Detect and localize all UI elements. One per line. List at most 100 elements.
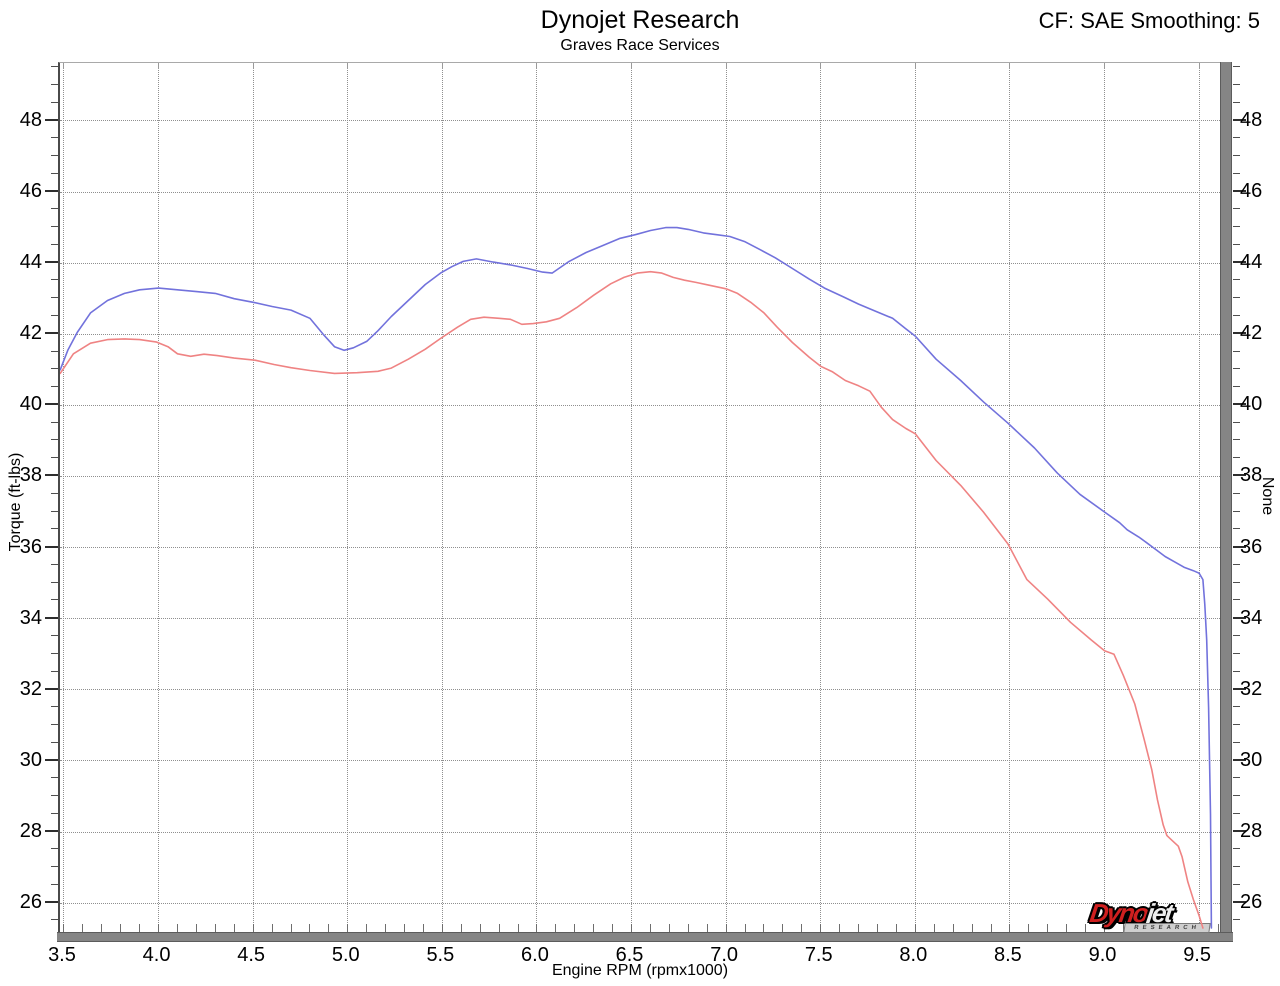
x-axis-minor-tick xyxy=(649,924,651,933)
x-axis-minor-tick xyxy=(668,924,670,933)
x-axis-minor-tick xyxy=(895,924,897,933)
y-axis-tick-label-left: 44 xyxy=(19,251,42,274)
gridline-v xyxy=(63,63,65,933)
y-axis-tick-label-right: 36 xyxy=(1240,535,1263,558)
y-axis-tick-label-right: 46 xyxy=(1240,180,1263,203)
gridline-v xyxy=(820,63,822,933)
x-axis-minor-tick xyxy=(214,924,216,933)
x-axis-top-tick xyxy=(914,63,916,69)
x-axis-minor-tick xyxy=(195,924,197,933)
y-axis-tick-label-left: 46 xyxy=(19,180,42,203)
gridline-h xyxy=(60,618,1222,620)
x-axis-minor-tick xyxy=(536,924,538,933)
y-axis-minor-tick-left xyxy=(51,670,58,672)
gridline-v xyxy=(1009,63,1011,933)
gridline-h xyxy=(60,760,1222,762)
x-axis-tick-label: 4.5 xyxy=(237,944,266,966)
x-axis-minor-tick xyxy=(517,924,519,933)
x-axis-minor-tick xyxy=(290,924,292,933)
y-axis-minor-tick-right xyxy=(1233,457,1240,459)
y-axis-minor-tick-left xyxy=(51,226,58,228)
x-axis-minor-tick xyxy=(933,924,935,933)
x-axis-minor-tick xyxy=(555,924,557,933)
y-axis-tick-right xyxy=(1233,261,1246,264)
y-axis-minor-tick-left xyxy=(51,866,58,868)
y-axis-minor-tick-right xyxy=(1233,812,1240,814)
y-axis-minor-tick-right xyxy=(1233,723,1240,725)
x-axis-minor-tick xyxy=(347,924,349,933)
y-axis-minor-tick-right xyxy=(1233,297,1240,299)
y-axis-tick-left xyxy=(45,758,58,761)
y-axis-minor-tick-left xyxy=(51,421,58,423)
y-axis-minor-tick-left xyxy=(51,101,58,103)
y-axis-minor-tick-left xyxy=(51,652,58,654)
gridline-v xyxy=(347,63,349,933)
gridline-h xyxy=(60,120,1222,122)
y-axis-tick-label-left: 34 xyxy=(19,606,42,629)
x-axis-minor-tick xyxy=(63,924,65,933)
y-axis-tick-left xyxy=(45,403,58,406)
y-axis-tick-label-left: 30 xyxy=(19,748,42,771)
y-axis-minor-tick-left xyxy=(51,599,58,601)
x-axis-minor-tick xyxy=(176,924,178,933)
y-axis-minor-tick-right xyxy=(1233,866,1240,868)
y-axis-minor-tick-left xyxy=(51,777,58,779)
y-axis-minor-tick-right xyxy=(1233,741,1240,743)
x-axis-tick-label: 7.0 xyxy=(710,944,739,966)
x-axis-top-tick xyxy=(536,63,538,69)
x-axis-minor-tick xyxy=(858,924,860,933)
y-axis-tick-label-right: 26 xyxy=(1240,891,1263,914)
x-axis-minor-tick xyxy=(404,924,405,933)
y-axis-minor-tick-left xyxy=(51,172,58,174)
gridline-v xyxy=(158,63,160,933)
y-axis-tick-left xyxy=(45,830,58,833)
x-axis-minor-tick xyxy=(971,924,973,933)
right-axis-wall xyxy=(1220,62,1232,942)
y-axis-minor-tick-right xyxy=(1233,439,1240,441)
y-axis-tick-label-right: 34 xyxy=(1240,606,1263,629)
x-axis-minor-tick xyxy=(1009,924,1011,933)
y-axis-minor-tick-left xyxy=(51,314,58,316)
x-axis-minor-tick xyxy=(309,924,311,933)
y-axis-minor-tick-left xyxy=(51,83,58,85)
y-axis-tick-right xyxy=(1233,687,1246,690)
y-axis-minor-tick-left xyxy=(51,492,58,494)
x-axis-minor-tick xyxy=(498,924,500,933)
y-axis-tick-label-right: 30 xyxy=(1240,748,1263,771)
x-axis-top-tick xyxy=(631,63,633,69)
y-axis-tick-left xyxy=(45,332,58,335)
x-axis-minor-tick xyxy=(139,924,141,933)
y-axis-tick-left xyxy=(45,118,58,121)
x-axis-minor-tick xyxy=(158,924,160,933)
y-axis-minor-tick-right xyxy=(1233,386,1240,388)
y-axis-minor-tick-left xyxy=(51,794,58,796)
x-axis-minor-tick xyxy=(574,924,576,933)
x-axis-minor-tick xyxy=(252,924,254,933)
y-axis-minor-tick-right xyxy=(1233,652,1240,654)
y-axis-minor-tick-right xyxy=(1233,492,1240,494)
y-axis-tick-right xyxy=(1233,545,1246,548)
x-axis-tick-label: 4.0 xyxy=(142,944,171,966)
gridline-h xyxy=(60,404,1222,406)
x-axis-top-tick xyxy=(347,63,349,69)
y-axis-minor-tick-right xyxy=(1233,706,1240,708)
y-axis-minor-tick-left xyxy=(51,581,58,583)
x-axis-minor-tick xyxy=(612,924,614,933)
y-axis-tick-label-left: 40 xyxy=(19,393,42,416)
x-axis-top-tick xyxy=(820,63,822,69)
x-axis-top-tick xyxy=(158,63,160,69)
gridline-v xyxy=(441,63,443,933)
x-axis-minor-tick xyxy=(233,924,235,933)
x-axis-minor-tick xyxy=(782,924,784,933)
x-axis-minor-tick xyxy=(1066,924,1068,933)
y-axis-minor-tick-left xyxy=(51,243,58,245)
x-axis-minor-tick xyxy=(839,924,841,933)
y-axis-tick-right xyxy=(1233,403,1246,406)
y-axis-minor-tick-left xyxy=(51,208,58,210)
y-axis-minor-tick-left xyxy=(51,439,58,441)
y-axis-minor-tick-left xyxy=(51,297,58,299)
y-axis-tick-label-left: 36 xyxy=(19,535,42,558)
x-axis-minor-tick xyxy=(1217,924,1219,933)
y-axis-minor-tick-right xyxy=(1233,314,1240,316)
x-axis-minor-tick xyxy=(422,924,424,933)
